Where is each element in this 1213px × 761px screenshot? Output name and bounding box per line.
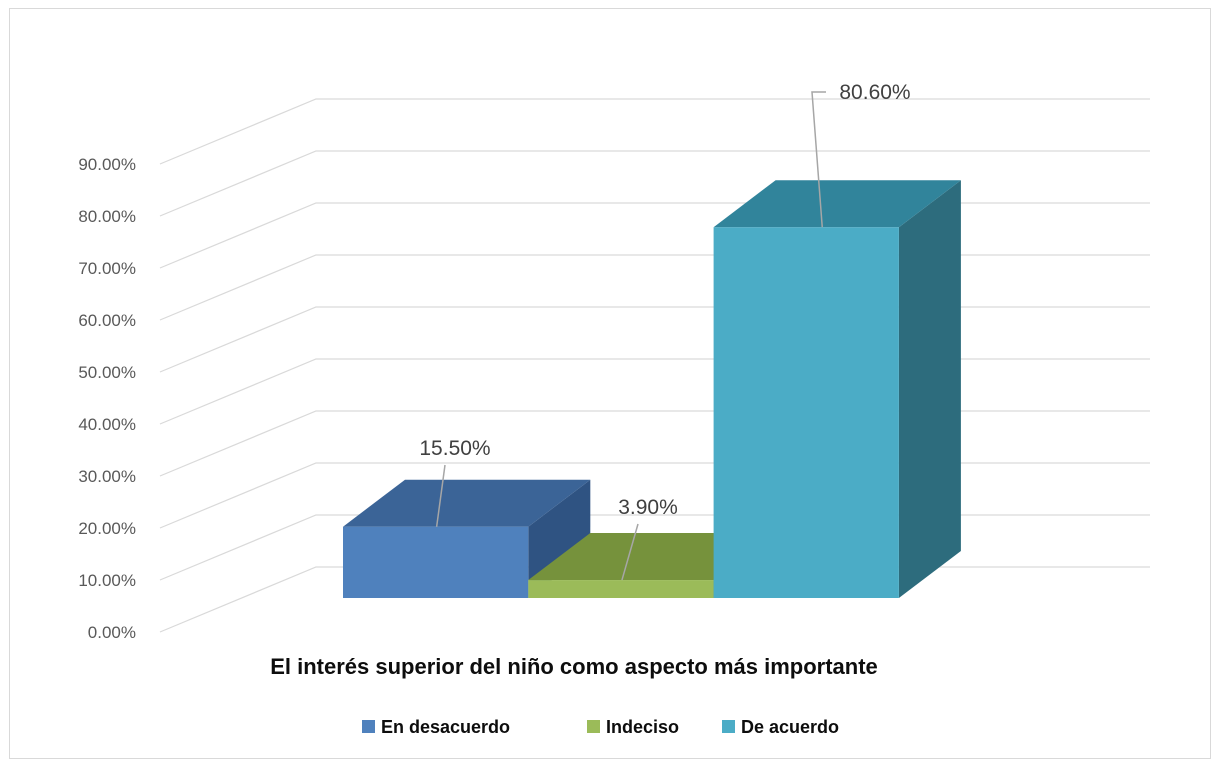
legend-swatch — [362, 720, 375, 733]
leader-line — [811, 91, 826, 228]
legend: En desacuerdo Indeciso De acuerdo — [362, 717, 839, 737]
y-tick-label: 0.00% — [88, 623, 136, 642]
bar-front-face — [528, 580, 714, 598]
gridline — [159, 98, 1150, 165]
legend-item: Indeciso — [587, 717, 679, 737]
bar-top-face — [713, 180, 961, 228]
bars — [343, 180, 961, 599]
legend-label: En desacuerdo — [381, 717, 510, 737]
legend-label: De acuerdo — [741, 717, 839, 737]
y-tick-label: 40.00% — [78, 415, 136, 434]
y-tick-label: 30.00% — [78, 467, 136, 486]
bar-1 — [343, 479, 591, 598]
data-labels: 15.50% 3.90% 80.60% — [419, 81, 911, 581]
data-label: 80.60% — [839, 81, 910, 104]
y-tick-label: 50.00% — [78, 363, 136, 382]
y-tick-label: 80.00% — [78, 207, 136, 226]
bar-front-face — [343, 526, 529, 598]
y-tick-label: 10.00% — [78, 571, 136, 590]
y-tick-label: 70.00% — [78, 259, 136, 278]
data-label: 3.90% — [618, 496, 678, 519]
legend-swatch — [722, 720, 735, 733]
leader-line — [621, 523, 639, 581]
leader-line — [435, 464, 446, 527]
bar-front-face — [713, 227, 899, 599]
legend-label: Indeciso — [606, 717, 679, 737]
legend-swatch — [587, 720, 600, 733]
bar-3 — [713, 180, 961, 599]
gridline — [159, 150, 1150, 217]
y-axis-ticks: 0.00% 10.00% 20.00% 30.00% 40.00% 50.00% 60.00… — [78, 155, 136, 642]
x-axis-title: El interés superior del niño como aspect… — [270, 654, 878, 679]
legend-item: De acuerdo — [722, 717, 839, 737]
bar-top-face — [343, 479, 591, 527]
y-tick-label: 20.00% — [78, 519, 136, 538]
legend-item: En desacuerdo — [362, 717, 510, 737]
y-tick-label: 90.00% — [78, 155, 136, 174]
chart-frame — [9, 8, 1211, 759]
y-tick-label: 60.00% — [78, 311, 136, 330]
bar-side-face — [898, 180, 961, 599]
data-label: 15.50% — [419, 437, 490, 460]
